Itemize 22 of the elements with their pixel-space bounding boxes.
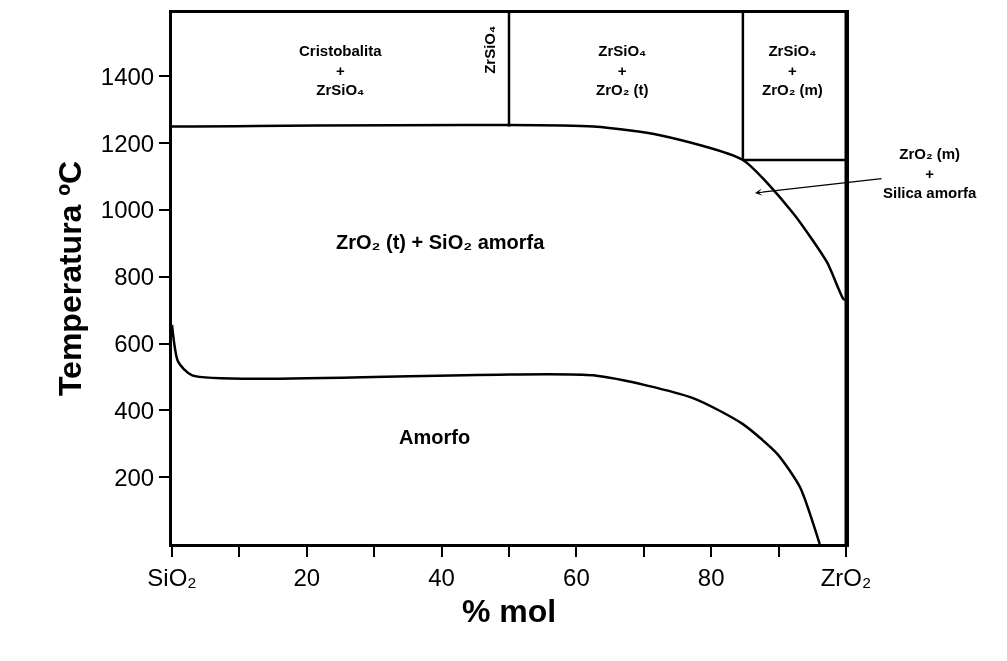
x-tick-label: 60 — [563, 563, 590, 591]
annotation: ZrSiO₄ + ZrO₂ (m) — [762, 42, 823, 98]
y-tick-label: 600 — [114, 330, 155, 358]
annotation: ZrO₂ (t) + SiO₂ amorfa — [336, 231, 546, 253]
x-tick-label: 80 — [697, 563, 725, 591]
y-tick-label: 400 — [114, 396, 155, 424]
y-tick-label: 1400 — [100, 62, 155, 90]
x-tick-label: ZrO₂ — [820, 563, 872, 591]
y-tick-label: 200 — [114, 463, 155, 491]
annotation: Cristobalita + ZrSiO₄ — [299, 42, 383, 98]
y-axis-title: Temperatura ºC — [52, 160, 89, 397]
x-tick-label: 40 — [428, 563, 455, 591]
x-tick-label: SiO₂ — [147, 563, 197, 591]
text: ZrO₂ (m) + Silica amorfa — [883, 145, 978, 201]
y-tick-label: 1200 — [100, 129, 155, 157]
annotation: ZrSiO₄ — [481, 25, 499, 74]
annotation: ZrSiO₄ + ZrO₂ (t) — [596, 42, 649, 98]
annotation: Amorfo — [399, 426, 471, 448]
y-tick-label: 1000 — [100, 196, 155, 224]
x-axis-title: % mol — [461, 592, 557, 629]
x-tick-label: 20 — [293, 563, 321, 591]
y-tick-label: 800 — [114, 263, 155, 291]
